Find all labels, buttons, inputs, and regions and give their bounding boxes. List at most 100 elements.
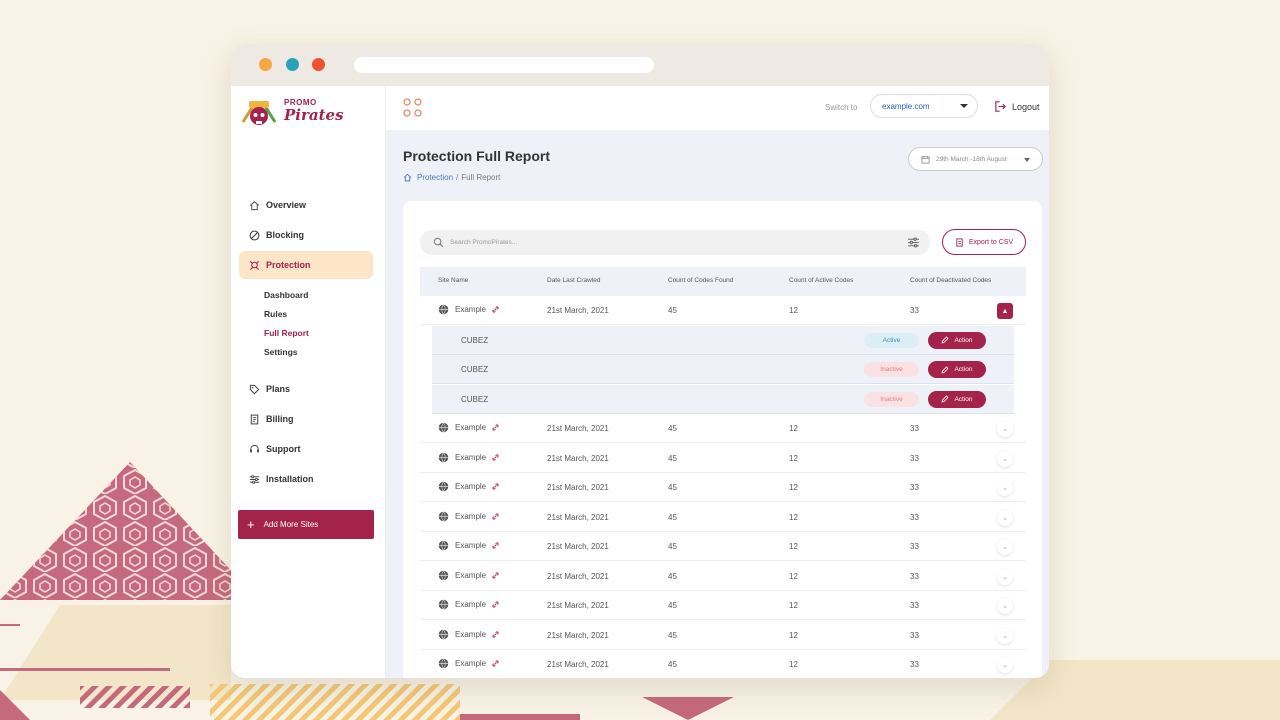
column-header[interactable]: Count of Deactivated Codes <box>910 277 992 284</box>
subnav-full-report[interactable]: Full Report <box>264 328 309 338</box>
status-badge: Inactive <box>864 362 919 377</box>
search-input[interactable]: Search PromoPirates... <box>420 230 930 255</box>
site-name: Example <box>455 659 487 668</box>
table-row[interactable]: Example 21st March, 2021 45 12 33 ⌄ <box>420 591 1026 620</box>
globe-icon <box>438 304 449 315</box>
collapse-row-button[interactable]: ▲ <box>997 303 1013 319</box>
site-name-cell: Example <box>438 599 500 610</box>
expand-row-button[interactable]: ⌄ <box>997 539 1013 555</box>
date-range-picker[interactable]: 29th March -18th August <box>908 147 1043 171</box>
active-codes-cell: 12 <box>789 306 798 315</box>
site-name-cell: Example <box>438 452 500 463</box>
brand-name-small: PROMO <box>284 98 317 107</box>
subnav-settings[interactable]: Settings <box>264 347 298 357</box>
subnav-rules[interactable]: Rules <box>264 309 288 319</box>
subnav-dashboard[interactable]: Dashboard <box>264 290 309 300</box>
link-icon[interactable] <box>491 305 500 314</box>
link-icon[interactable] <box>491 453 500 462</box>
sidebar-item-billing[interactable]: Billing <box>239 405 373 433</box>
date-cell: 21st March, 2021 <box>547 424 609 433</box>
column-header[interactable]: Date Last Crawled <box>547 277 601 284</box>
globe-icon <box>438 422 449 433</box>
expand-row-button[interactable]: ⌄ <box>997 421 1013 437</box>
codes-found-cell: 45 <box>668 512 677 522</box>
link-icon[interactable] <box>491 423 500 432</box>
link-icon[interactable] <box>491 512 500 521</box>
codes-found-cell: 45 <box>668 660 677 669</box>
deactivated-codes-cell: 33 <box>910 571 919 581</box>
deactivated-codes-cell: 33 <box>910 512 919 522</box>
table-row[interactable]: Example 21st March, 2021 45 12 33 ⌄ <box>420 620 1026 650</box>
codes-found-cell: 45 <box>668 542 677 551</box>
table-row[interactable]: Example 21st March, 2021 45 12 33 ⌄ <box>420 650 1026 678</box>
expand-row-button[interactable]: ⌄ <box>997 480 1013 496</box>
table-row[interactable]: Example 21st March, 2021 45 12 33 ⌄ <box>420 414 1026 443</box>
action-button[interactable]: Action <box>928 361 986 378</box>
site-name-cell: Example <box>438 629 500 640</box>
table-row[interactable]: Example 21st March, 2021 45 12 33 ⌄ <box>420 443 1026 473</box>
tag-icon <box>248 383 260 395</box>
deactivated-codes-cell: 33 <box>910 306 919 315</box>
brand-name-big: Pirates <box>284 106 344 124</box>
window-dot-orange[interactable] <box>259 58 272 71</box>
date-cell: 21st March, 2021 <box>547 453 609 463</box>
action-button[interactable]: Action <box>928 331 986 349</box>
link-icon[interactable] <box>491 482 500 491</box>
sidebar-item-blocking[interactable]: Blocking <box>239 221 373 249</box>
sliders-icon <box>248 473 260 485</box>
link-icon[interactable] <box>491 630 500 639</box>
window-dot-red[interactable] <box>312 58 325 71</box>
apps-grid-icon[interactable] <box>402 97 424 119</box>
expand-row-button[interactable]: ⌄ <box>997 627 1013 644</box>
table-row[interactable]: Example 21st March, 2021 45 12 33 ▲ <box>420 296 1026 325</box>
column-header[interactable]: Count of Active Codes <box>789 277 854 284</box>
top-bar: Switch to example.com Logout <box>386 86 1049 130</box>
site-switcher-select[interactable]: example.com <box>870 94 978 118</box>
breadcrumb-protection[interactable]: Protection <box>417 173 454 182</box>
sidebar-item-support[interactable]: Support <box>239 435 373 463</box>
table-row[interactable]: Example 21st March, 2021 45 12 33 ⌄ <box>420 473 1026 502</box>
link-icon[interactable] <box>491 600 500 609</box>
column-header[interactable]: Count of Codes Found <box>668 277 734 284</box>
date-cell: 21st March, 2021 <box>547 483 609 492</box>
chevron-down-icon: ⌄ <box>1002 632 1008 640</box>
expand-row-button[interactable]: ⌄ <box>997 598 1013 614</box>
action-button[interactable]: Action <box>928 390 986 408</box>
sidebar-item-protection[interactable]: Protection <box>239 251 373 279</box>
chevron-down-icon: ⌄ <box>1002 603 1008 610</box>
table-row[interactable]: Example 21st March, 2021 45 12 33 ⌄ <box>420 532 1026 561</box>
window-dot-teal[interactable] <box>286 58 299 71</box>
expand-row-button[interactable]: ⌄ <box>997 509 1013 526</box>
link-icon[interactable] <box>491 571 500 580</box>
link-icon[interactable] <box>491 659 500 668</box>
status-badge: Inactive <box>864 391 919 407</box>
logout-icon <box>995 101 1006 112</box>
add-more-sites-button[interactable]: + Add More Sites <box>238 510 374 539</box>
deactivated-codes-cell: 33 <box>910 483 919 492</box>
globe-icon <box>438 511 449 522</box>
table-row[interactable]: Example 21st March, 2021 45 12 33 ⌄ <box>420 502 1026 532</box>
sidebar-item-plans[interactable]: Plans <box>239 375 373 403</box>
sidebar-item-installation[interactable]: Installation <box>239 465 373 493</box>
expand-row-button[interactable]: ⌄ <box>997 657 1013 673</box>
globe-icon <box>438 629 449 640</box>
switch-to-label: Switch to <box>825 103 858 112</box>
filter-icon[interactable] <box>907 236 920 249</box>
expand-row-button[interactable]: ⌄ <box>997 450 1013 467</box>
sidebar-item-overview[interactable]: Overview <box>239 191 373 219</box>
expand-row-button[interactable]: ⌄ <box>997 568 1013 585</box>
column-header[interactable]: Site Name <box>438 277 469 284</box>
export-csv-button[interactable]: Export to CSV <box>942 229 1026 255</box>
sidebar-item-label: Support <box>266 444 301 454</box>
home-icon[interactable] <box>403 173 412 182</box>
link-icon[interactable] <box>491 541 500 550</box>
table-row[interactable]: Example 21st March, 2021 45 12 33 ⌄ <box>420 561 1026 591</box>
date-cell: 21st March, 2021 <box>547 660 609 669</box>
site-name: Example <box>455 600 487 609</box>
url-bar[interactable] <box>354 57 654 73</box>
window-titlebar <box>231 44 1049 86</box>
sidebar-item-label: Plans <box>266 384 291 394</box>
logout-button[interactable]: Logout <box>994 100 1040 113</box>
globe-icon <box>438 599 449 610</box>
search-placeholder: Search PromoPirates... <box>450 239 518 246</box>
